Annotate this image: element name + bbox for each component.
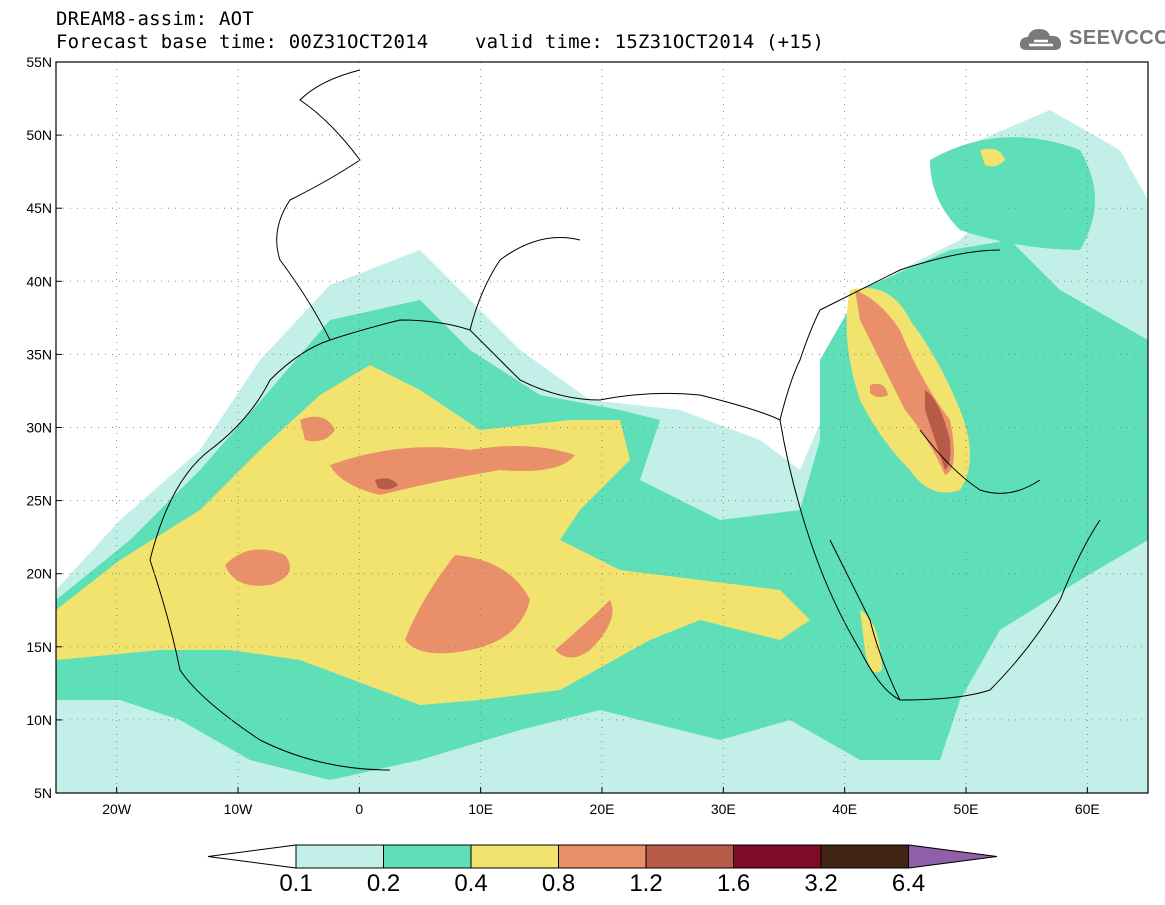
lon-tick-label: 20E [590, 801, 615, 817]
colorbar-box [383, 844, 472, 869]
colorbar-level-label: 1.2 [629, 870, 663, 897]
lat-tick-label: 45N [26, 200, 52, 216]
lat-tick-label: 30N [26, 420, 52, 436]
graticule [56, 62, 1148, 793]
aot-level-1-2 [375, 390, 951, 490]
lat-tick-label: 10N [26, 712, 52, 728]
cloud-icon [1019, 29, 1062, 50]
colorbar-level-label: 3.2 [804, 870, 838, 897]
colorbar-box [733, 844, 822, 869]
map-title: DREAM8-assim: AOT [56, 8, 254, 30]
lon-tick-label: 50E [954, 801, 979, 817]
lat-tick-label: 35N [26, 346, 52, 362]
lat-tick-label: 40N [26, 273, 52, 289]
colorbar-under-arrow [207, 844, 297, 869]
lon-tick-label: 0 [355, 801, 363, 817]
lat-tick-label: 50N [26, 127, 52, 143]
colorbar-level-label: 0.4 [454, 870, 488, 897]
axis-ticks: 55N 50N 45N 40N 35N 30N 25N 20N 15N 10N 5N 20W 10W 0 1… [26, 54, 1099, 817]
valid-time-label: valid time: 15Z31OCT2014 (+15) [475, 31, 825, 53]
lon-tick-label: 30E [711, 801, 736, 817]
colorbar-box [558, 844, 647, 869]
colorbar-over-arrow [908, 844, 998, 869]
lat-tick-label: 55N [26, 54, 52, 70]
lon-tick-label: 60E [1075, 801, 1100, 817]
lat-tick-label: 15N [26, 639, 52, 655]
colorbar [207, 844, 998, 869]
colorbar-box [295, 844, 384, 869]
colorbar-box [645, 844, 734, 869]
lon-tick-label: 10W [224, 801, 254, 817]
lon-tick-label: 10E [468, 801, 493, 817]
base-time-label: Forecast base time: 00Z31OCT2014 [56, 31, 429, 53]
lon-tick-label: 20W [102, 801, 132, 817]
aot-contours [56, 110, 1148, 793]
coastlines [149, 69, 1101, 771]
map-subtitle: Forecast base time: 00Z31OCT2014 valid t… [56, 31, 824, 53]
seevccc-logo: SEEVCCC [1017, 24, 1165, 58]
lat-tick-label: 5N [34, 785, 52, 801]
logo-text: SEEVCCC [1069, 27, 1165, 49]
lat-tick-label: 25N [26, 493, 52, 509]
colorbar-level-label: 0.8 [541, 870, 576, 897]
colorbar-level-label: 1.6 [716, 870, 751, 897]
lon-tick-label: 40E [832, 801, 857, 817]
colorbar-level-label: 0.1 [279, 870, 313, 897]
colorbar-box [470, 844, 559, 869]
colorbar-level-label: 0.2 [366, 870, 401, 897]
colorbar-box [820, 844, 909, 869]
colorbar-level-label: 6.4 [891, 870, 926, 897]
lat-tick-label: 20N [26, 566, 52, 582]
